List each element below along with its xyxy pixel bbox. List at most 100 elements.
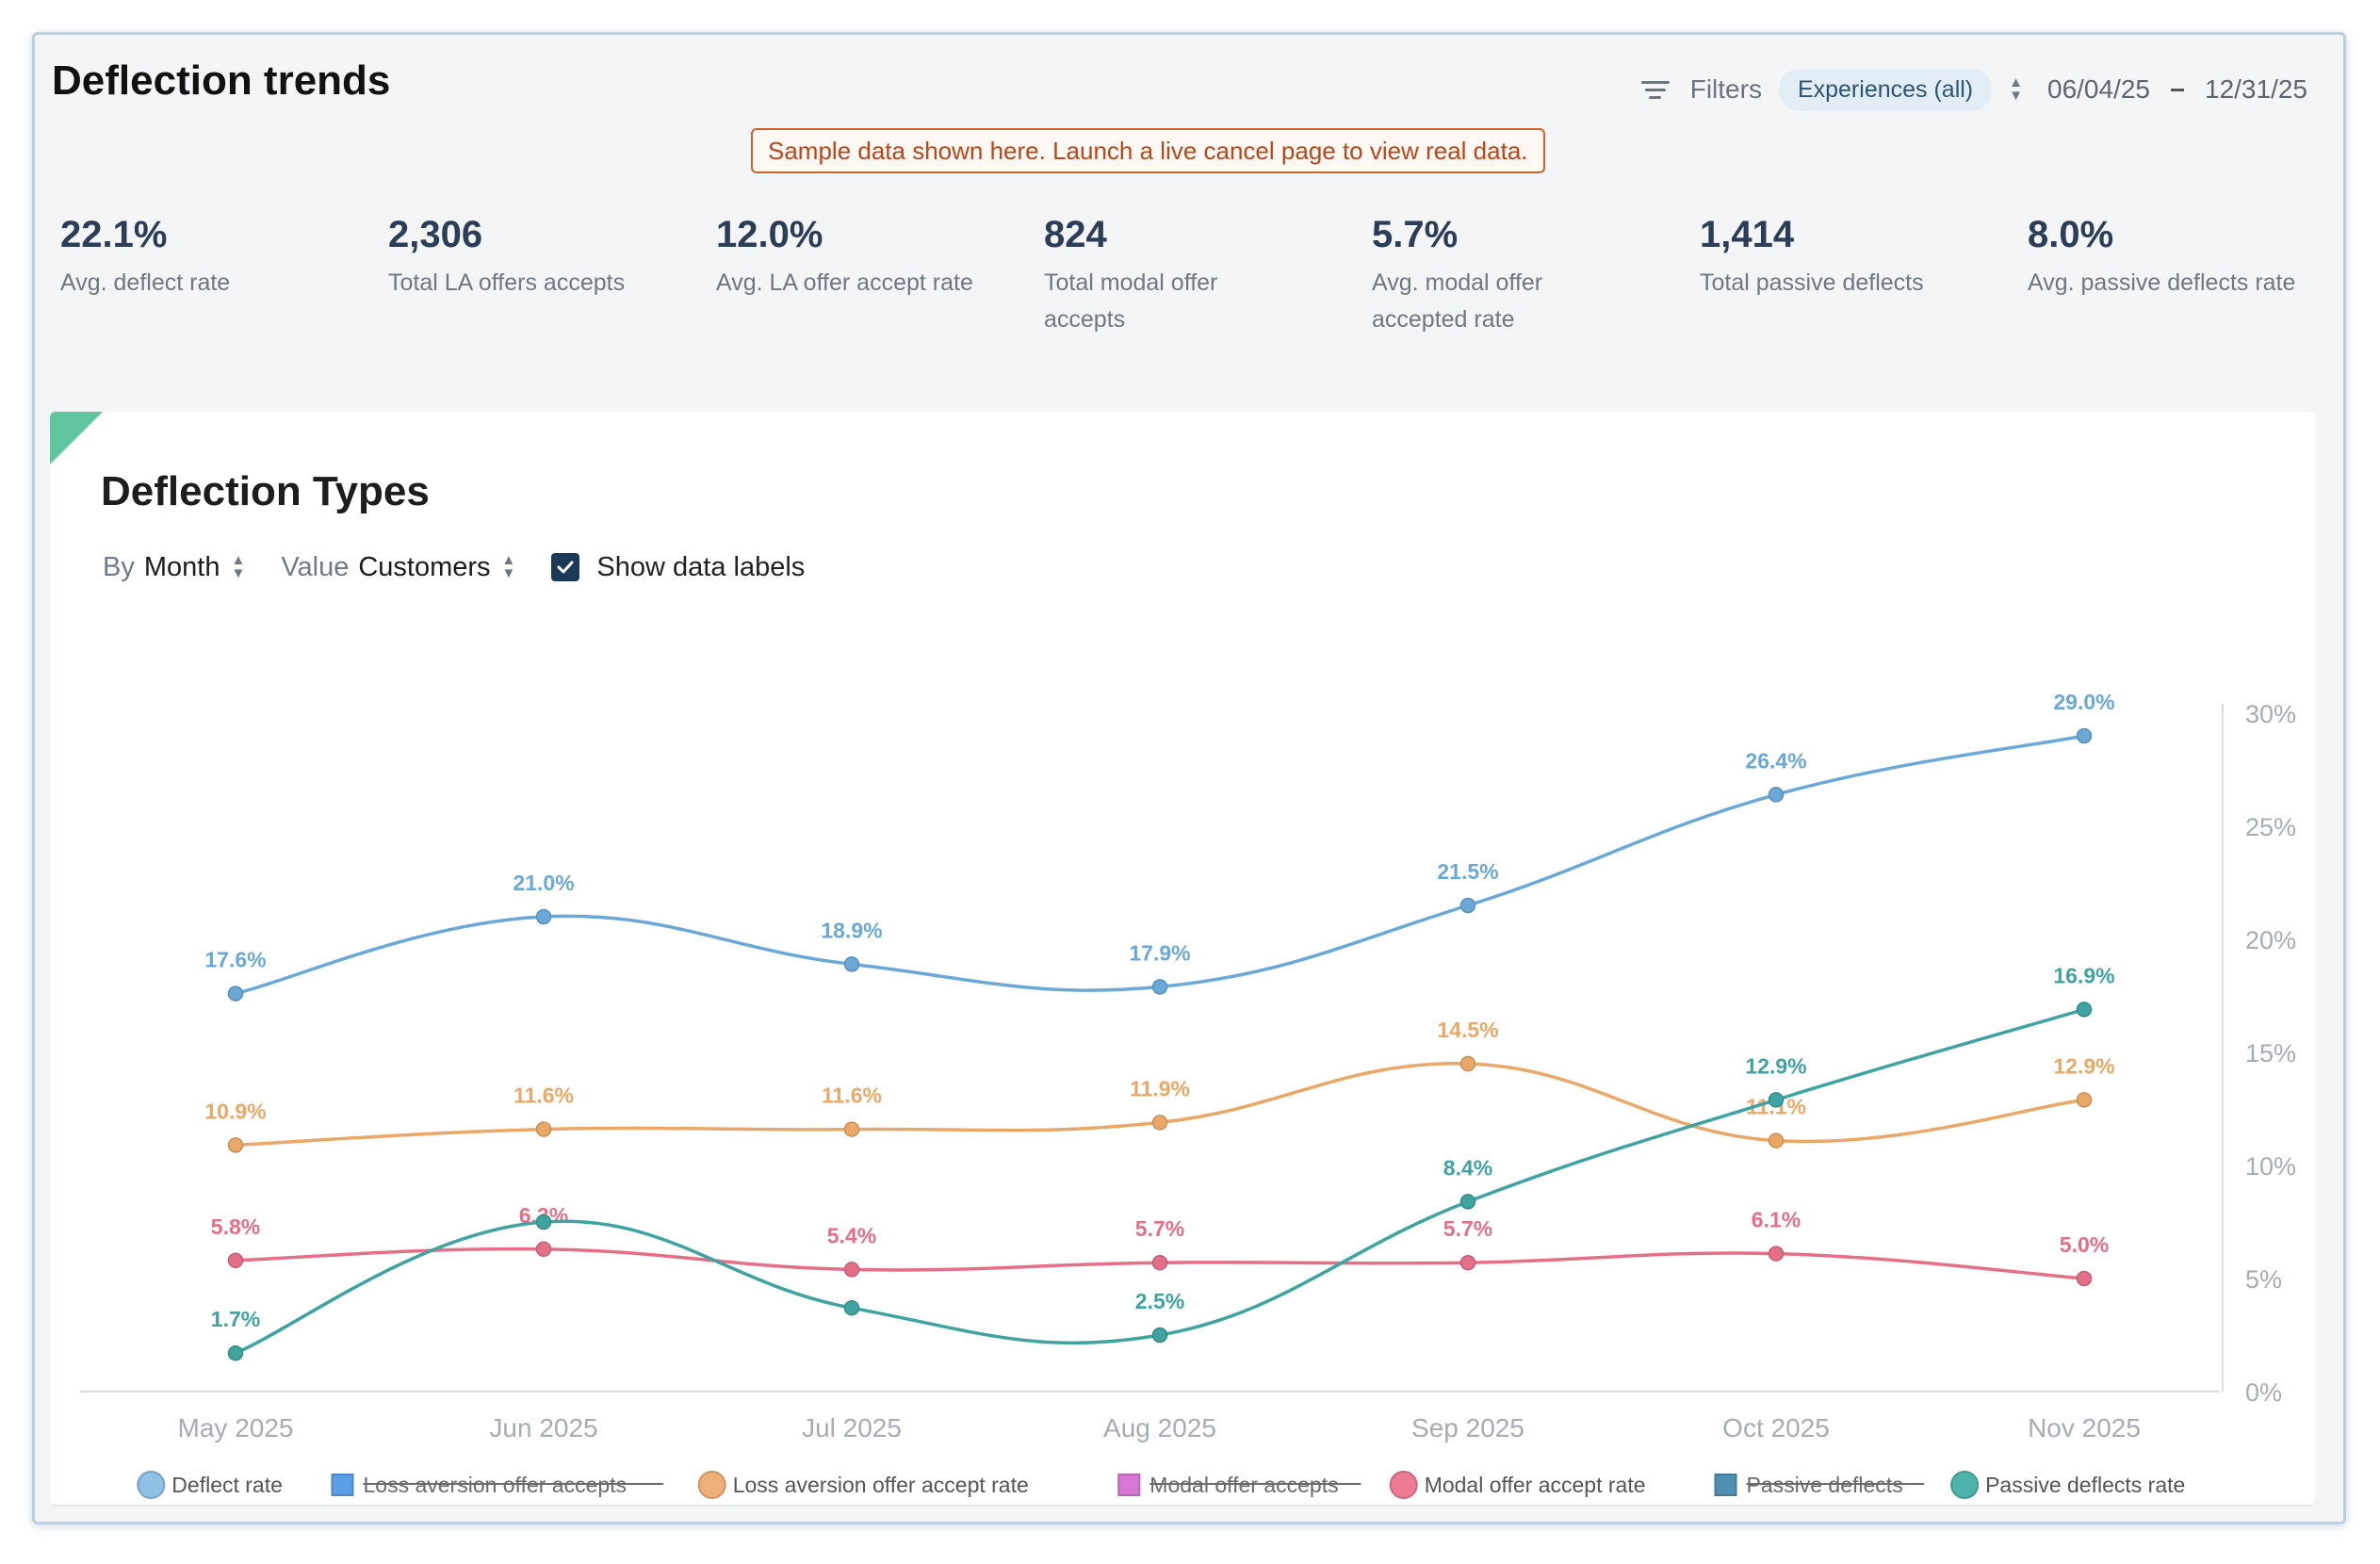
data-point-modal-offer-accept-rate — [843, 1262, 860, 1278]
legend-item-label: Modal offer accept rate — [1425, 1473, 1646, 1497]
y-tick-label: 10% — [2245, 1152, 2296, 1181]
sample-data-banner: Sample data shown here. Launch a live ca… — [751, 128, 1545, 173]
check-icon — [557, 561, 574, 574]
stat-value: 2,306 — [388, 214, 483, 255]
date-start[interactable]: 06/04/25 — [2047, 74, 2150, 104]
data-label-deflect-rate: 26.4% — [1745, 748, 1806, 773]
data-label-modal-offer-accept-rate: 5.8% — [211, 1214, 260, 1239]
data-point-deflect-rate — [1151, 979, 1168, 995]
legend-marker — [1714, 1474, 1737, 1496]
data-label-passive-deflects-rate: 16.9% — [2053, 963, 2114, 987]
data-point-passive-deflects-rate — [2076, 1002, 2093, 1018]
data-point-modal-offer-accept-rate — [1768, 1246, 1785, 1262]
data-point-passive-deflects-rate — [1768, 1092, 1785, 1108]
data-point-deflect-rate — [1459, 897, 1476, 914]
date-end[interactable]: 12/31/25 — [2205, 74, 2307, 104]
top-controls: Filters Experiences (all) ▲ ▼ 06/04/25 12… — [1640, 65, 2307, 114]
date-range-picker[interactable]: 06/04/25 12/31/25 — [2047, 74, 2307, 105]
data-point-loss-aversion-offer-accept-rate — [2076, 1092, 2093, 1108]
data-label-modal-offer-accept-rate: 5.7% — [1135, 1216, 1184, 1241]
chart-title: Deflection Types — [101, 468, 430, 514]
stat-label: Avg. modal offer accepted rate — [1372, 269, 1543, 333]
deflection-types-card: Deflection Types By Month ▲ ▼ Value Custo… — [50, 412, 2315, 1507]
data-label-loss-aversion-offer-accept-rate: 12.9% — [2053, 1053, 2114, 1078]
stat-value: 22.1% — [60, 214, 168, 255]
stat-label: Avg. deflect rate — [60, 269, 231, 296]
legend-marker — [1389, 1471, 1418, 1499]
value-value[interactable]: Customers — [358, 551, 491, 582]
data-label-modal-offer-accept-rate: 6.1% — [1752, 1208, 1801, 1232]
x-tick-label: Aug 2025 — [1103, 1413, 1216, 1442]
data-label-loss-aversion-offer-accept-rate: 14.5% — [1437, 1018, 1498, 1042]
x-tick-label: Oct 2025 — [1722, 1413, 1830, 1442]
data-point-passive-deflects-rate — [1151, 1327, 1168, 1344]
data-point-loss-aversion-offer-accept-rate — [227, 1137, 244, 1153]
stat-label: Total passive deflects — [1700, 269, 1924, 296]
data-label-deflect-rate: 29.0% — [2053, 690, 2114, 714]
stat-total-passive-deflects: 1,414 Total passive deflects — [1700, 214, 1992, 301]
experience-sort-icon[interactable]: ▲ ▼ — [2009, 74, 2023, 104]
data-point-deflect-rate — [1768, 787, 1785, 803]
data-label-deflect-rate: 17.9% — [1129, 940, 1190, 965]
stat-label: Total modal offer accepts — [1044, 269, 1218, 333]
dashboard-panel: Deflection trends Filters Experiences (a… — [32, 32, 2346, 1524]
data-point-loss-aversion-offer-accept-rate — [1151, 1115, 1168, 1131]
data-label-deflect-rate: 17.6% — [204, 948, 266, 972]
data-label-passive-deflects-rate: 8.4% — [1443, 1155, 1492, 1180]
data-label-passive-deflects-rate: 2.5% — [1135, 1289, 1184, 1313]
show-data-labels-checkbox[interactable] — [551, 553, 580, 581]
legend-item-label: Loss aversion offer accept rate — [733, 1473, 1029, 1497]
filter-icon[interactable] — [1640, 80, 1670, 99]
x-tick-label: Jun 2025 — [489, 1413, 597, 1442]
legend-item-label: Passive deflects rate — [1985, 1473, 2185, 1497]
data-point-loss-aversion-offer-accept-rate — [843, 1121, 860, 1137]
value-select[interactable]: Value Customers ▲ ▼ — [281, 552, 515, 583]
data-point-passive-deflects-rate — [1459, 1194, 1476, 1210]
stat-value: 824 — [1044, 214, 1107, 255]
data-label-modal-offer-accept-rate: 5.0% — [2060, 1232, 2109, 1257]
group-by-select[interactable]: By Month ▲ ▼ — [103, 552, 245, 583]
data-point-modal-offer-accept-rate — [2076, 1270, 2093, 1287]
x-tick-label: May 2025 — [178, 1413, 294, 1442]
data-point-deflect-rate — [535, 908, 552, 925]
y-tick-label: 30% — [2245, 700, 2296, 728]
x-tick-label: Jul 2025 — [802, 1413, 902, 1442]
by-sort-icon[interactable]: ▲ ▼ — [231, 552, 246, 581]
value-label: Value — [281, 551, 350, 582]
stat-label: Avg. LA offer accept rate — [716, 269, 973, 296]
stat-avg-deflect-rate: 22.1% Avg. deflect rate — [60, 214, 352, 301]
stat-avg-la-offer-accept-rate: 12.0% Avg. LA offer accept rate — [716, 214, 1008, 301]
value-sort-icon[interactable]: ▲ ▼ — [501, 552, 516, 581]
y-tick-label: 25% — [2245, 813, 2296, 841]
data-label-passive-deflects-rate: 12.9% — [1745, 1053, 1806, 1078]
filters-button[interactable]: Filters — [1689, 74, 1762, 104]
x-tick-label: Nov 2025 — [2028, 1413, 2141, 1442]
stat-total-la-offer-accepts: 2,306 Total LA offers accepts — [388, 214, 680, 301]
data-point-loss-aversion-offer-accept-rate — [1459, 1055, 1476, 1072]
experience-filter-pill[interactable]: Experiences (all) — [1778, 68, 1993, 111]
data-point-modal-offer-accept-rate — [1459, 1254, 1476, 1271]
data-label-deflect-rate: 21.0% — [513, 871, 574, 895]
stat-value: 1,414 — [1700, 214, 1795, 255]
data-label-loss-aversion-offer-accept-rate: 10.9% — [204, 1099, 266, 1123]
data-point-modal-offer-accept-rate — [1151, 1254, 1168, 1271]
data-point-deflect-rate — [227, 986, 244, 1002]
x-tick-label: Sep 2025 — [1411, 1413, 1524, 1442]
by-value[interactable]: Month — [143, 551, 220, 582]
line-chart: 0% 5% 10% 15% 20% 25% 30% May 2025 Jun 2025 Jul 2… — [80, 690, 2296, 1499]
page-title: Deflection trends — [52, 57, 391, 104]
legend-marker — [1950, 1471, 1980, 1499]
data-label-deflect-rate: 18.9% — [821, 918, 882, 942]
stat-label: Total LA offers accepts — [388, 269, 626, 296]
data-point-loss-aversion-offer-accept-rate — [1768, 1132, 1785, 1149]
data-point-deflect-rate — [843, 956, 860, 972]
legend-marker — [697, 1471, 726, 1499]
by-label: By — [103, 551, 135, 582]
y-tick-label: 0% — [2245, 1378, 2282, 1407]
data-point-passive-deflects-rate — [843, 1299, 860, 1316]
stat-value: 8.0% — [2028, 214, 2114, 255]
show-data-labels-text[interactable]: Show data labels — [596, 551, 806, 582]
data-point-deflect-rate — [2076, 727, 2093, 744]
y-tick-label: 5% — [2245, 1265, 2282, 1294]
data-label-loss-aversion-offer-accept-rate: 11.6% — [513, 1083, 574, 1108]
